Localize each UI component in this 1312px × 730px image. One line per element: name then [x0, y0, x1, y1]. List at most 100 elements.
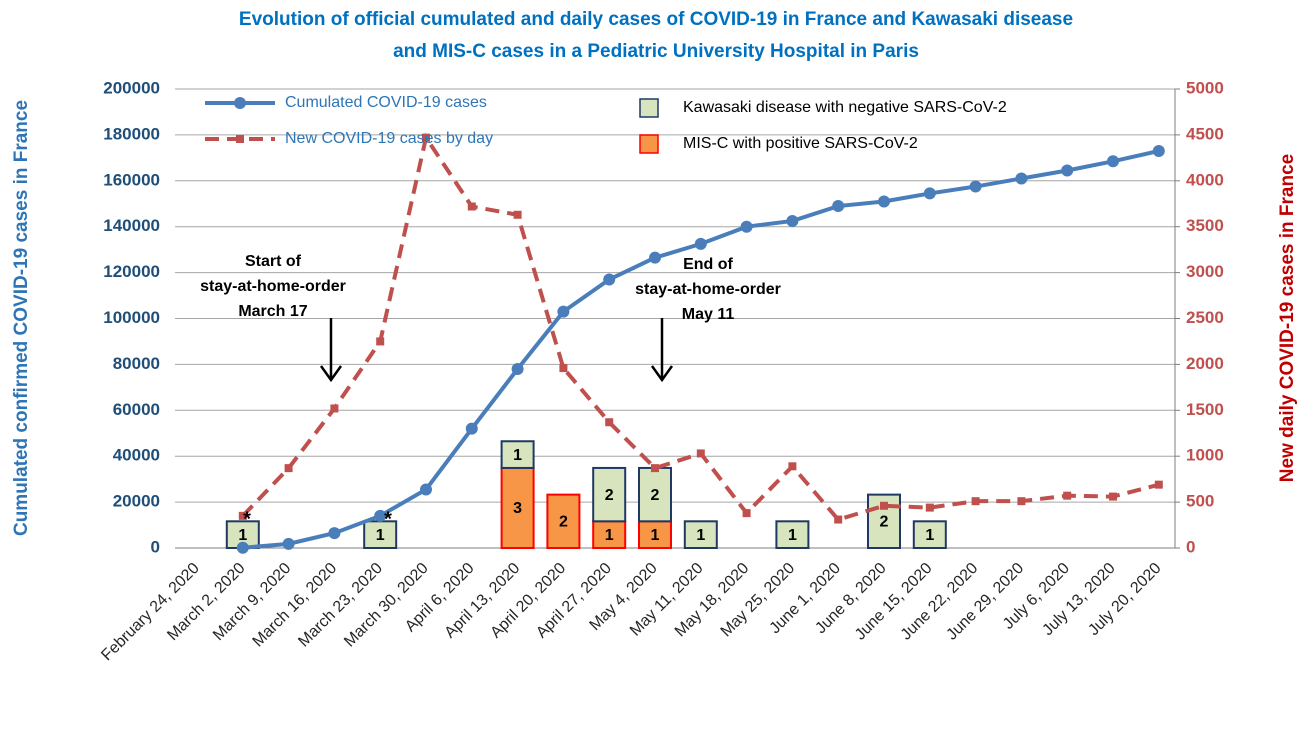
annotation: Start of [245, 253, 302, 270]
arrow-head [650, 365, 674, 383]
point [925, 503, 934, 512]
bar [546, 493, 581, 549]
point [1107, 155, 1119, 168]
y-axis-label: Cumulated confirmed COVID-19 cases in Fr… [11, 100, 32, 536]
point [742, 509, 751, 518]
annotation: End of [683, 256, 733, 273]
point [878, 195, 890, 208]
point [605, 418, 614, 427]
point [880, 501, 888, 510]
point [374, 509, 387, 522]
bar-label: 1 [696, 527, 705, 544]
point [1154, 480, 1163, 489]
point [696, 449, 705, 458]
point [330, 404, 339, 413]
y2-tick-label: 0 [1186, 537, 1195, 556]
point [513, 210, 522, 219]
point [236, 541, 249, 554]
y2-tick-label: 4000 [1186, 170, 1224, 189]
point [282, 537, 295, 550]
point [1017, 497, 1026, 506]
legend-marker [234, 97, 246, 109]
bar [592, 466, 627, 523]
bar [363, 520, 398, 550]
x-tick-label: March 16, 2020 [250, 560, 341, 651]
point [1109, 492, 1117, 501]
y2-tick-label: 4500 [1186, 124, 1224, 143]
point [603, 273, 616, 286]
point [651, 464, 659, 473]
y-tick-label: 160000 [103, 170, 160, 189]
point [649, 251, 661, 264]
point [511, 362, 524, 375]
y-tick-label: 100000 [103, 308, 160, 327]
point [238, 511, 247, 520]
x-tick-label: March 30, 2020 [341, 560, 432, 651]
point [1063, 491, 1072, 500]
bar [683, 520, 718, 550]
arrow-head [319, 365, 343, 383]
y-tick-label: 20000 [113, 492, 160, 511]
point [786, 214, 799, 227]
point [328, 527, 341, 540]
y-tick-label: 40000 [113, 446, 160, 465]
point [420, 483, 432, 496]
annotation: * [384, 508, 392, 530]
bar [775, 520, 810, 550]
y2-tick-label: 3500 [1186, 216, 1224, 235]
bar-label: 1 [651, 527, 660, 544]
bar-label: 3 [513, 500, 522, 517]
point [1152, 144, 1165, 157]
point [834, 515, 843, 524]
x-tick-label: March 23, 2020 [295, 560, 386, 651]
y-tick-label: 80000 [113, 354, 160, 373]
point [422, 133, 430, 142]
y2-tick-label: 5000 [1186, 78, 1224, 97]
point [559, 364, 568, 373]
y2-tick-label: 1000 [1186, 446, 1224, 465]
point [1015, 172, 1028, 185]
bar [912, 520, 947, 550]
bar [500, 440, 535, 469]
y2-tick-label: 3000 [1186, 262, 1224, 281]
bar-label: 1 [238, 527, 247, 544]
dashed-line [241, 132, 1160, 522]
bar-label: 1 [605, 527, 614, 544]
bar [500, 466, 535, 549]
y-tick-label: 0 [151, 537, 160, 556]
point [284, 464, 293, 473]
point [740, 220, 753, 233]
y2-tick-label: 1500 [1186, 400, 1224, 419]
point [694, 237, 707, 250]
y-tick-label: 180000 [103, 124, 160, 143]
legend-swatch [639, 98, 659, 118]
bar [638, 466, 672, 523]
legend-marker [236, 135, 244, 143]
y-tick-label: 120000 [103, 262, 160, 281]
annotation: stay-at-home-order [200, 278, 346, 295]
chart-title: Evolution of official cumulated and dail… [239, 9, 1073, 30]
bar-label: 1 [513, 447, 522, 464]
y2-tick-label: 2500 [1186, 308, 1224, 327]
point [971, 497, 980, 506]
y-tick-label: 60000 [113, 400, 160, 419]
annotation: * [243, 508, 251, 530]
point [1061, 164, 1074, 177]
legend-label: New COVID-19 cases by day [285, 130, 493, 147]
point [788, 462, 797, 471]
bar-label: 1 [788, 527, 797, 544]
legend-label: MIS-C with positive SARS-CoV-2 [683, 135, 918, 152]
bar-label: 2 [559, 514, 568, 531]
legend-label: Kawasaki disease with negative SARS-CoV-… [683, 99, 1007, 116]
bar-label: 1 [376, 527, 385, 544]
chart-title: and MIS-C cases in a Pediatric Universit… [393, 41, 919, 62]
line [242, 149, 1160, 550]
annotation: March 17 [238, 303, 307, 320]
y-tick-label: 140000 [103, 216, 160, 235]
annotation: stay-at-home-order [635, 281, 781, 298]
point [376, 337, 385, 346]
bar-label: 2 [651, 487, 660, 504]
legend-label: Cumulated COVID-19 cases [285, 94, 487, 111]
bar-label: 2 [605, 487, 614, 504]
